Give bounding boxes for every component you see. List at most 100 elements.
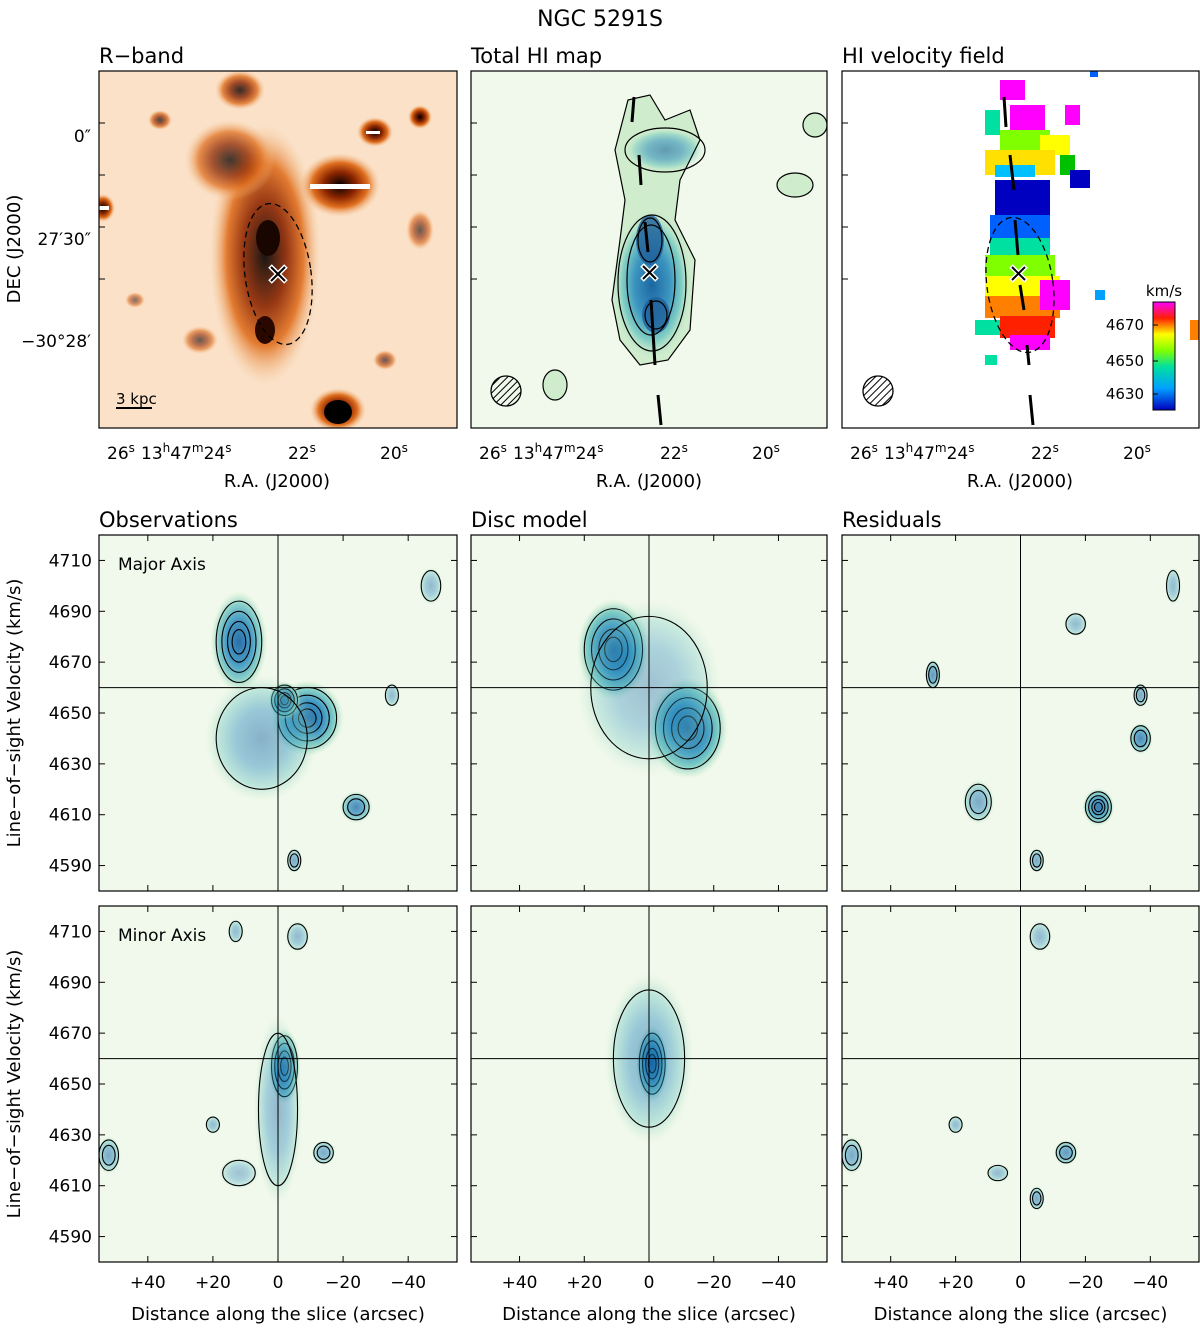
contour xyxy=(289,853,300,868)
contour xyxy=(964,783,992,821)
y-tick-label: 4590 xyxy=(49,1228,92,1248)
emission-blob xyxy=(311,1139,336,1166)
emission-blob xyxy=(1082,788,1115,827)
y-tick-label: 4690 xyxy=(49,602,92,622)
emission-blob xyxy=(947,1115,964,1135)
emission-blob xyxy=(227,918,244,945)
x-tick-label: +20 xyxy=(195,1273,231,1293)
emission-blob xyxy=(286,847,303,874)
panel-frame xyxy=(98,70,458,429)
emission-blob xyxy=(1063,611,1088,637)
contour xyxy=(1084,791,1112,823)
scale-bar-label: 3 kpc xyxy=(116,390,157,408)
contour xyxy=(313,1141,334,1164)
x-tick-label: +20 xyxy=(938,1273,974,1293)
emission-blob xyxy=(285,920,310,953)
emission-blob xyxy=(383,682,401,708)
emission-blob xyxy=(210,590,268,693)
y-tick-label: 4630 xyxy=(49,755,92,775)
colorbar-tick: 4630 xyxy=(1106,385,1144,403)
contour xyxy=(1091,798,1106,816)
y-tick-label: 4650 xyxy=(49,704,92,724)
ra-tick-label: 13h47m24s xyxy=(884,441,975,464)
y-tick-label: 4590 xyxy=(49,857,92,877)
contour xyxy=(1031,1191,1042,1206)
figure-title: NGC 5291S xyxy=(537,7,663,32)
panel-title: Observations xyxy=(99,508,238,532)
pv-diagrams: Major Axis 4590 4610 4630 4650 4670 4690 4710 Li… xyxy=(4,534,1200,1325)
ra-axis-label: R.A. (J2000) xyxy=(224,471,330,492)
ra-tick-label: 22s xyxy=(288,441,316,464)
rband-image xyxy=(99,71,457,428)
panel-title: HI velocity field xyxy=(842,44,1005,68)
emission-blob xyxy=(962,779,995,825)
x-tick-label: −20 xyxy=(696,1273,732,1293)
ra-tick-label: 22s xyxy=(660,441,688,464)
y-tick-label: 4710 xyxy=(49,922,92,942)
contour xyxy=(1065,613,1086,635)
emission-blob xyxy=(1053,1139,1079,1166)
ra-tick-label: 26s xyxy=(107,441,135,464)
ra-tick-label: 20s xyxy=(752,441,780,464)
emission-blob xyxy=(339,791,373,823)
contour xyxy=(228,920,243,943)
x-axis-label: Distance along the slice (arcsec) xyxy=(502,1304,796,1325)
slice-label: Minor Axis xyxy=(118,926,206,946)
hi-map-panel: Total HI map xyxy=(470,44,828,429)
contour xyxy=(231,629,247,655)
beam-icon xyxy=(490,375,522,407)
contour xyxy=(1093,801,1103,813)
slice-label: Major Axis xyxy=(118,555,206,575)
panel-title: Disc model xyxy=(471,508,588,532)
y-axis-label: Line−of−sight Velocity (km/s) xyxy=(4,950,25,1219)
emission-blob xyxy=(842,1136,864,1175)
contour xyxy=(1029,923,1051,950)
contour xyxy=(316,1145,331,1160)
contour xyxy=(420,570,442,602)
colorbar-tick: 4670 xyxy=(1106,316,1144,334)
x-tick-label: +20 xyxy=(566,1273,602,1293)
emission-blob xyxy=(1028,1185,1045,1212)
colorbar-unit: km/s xyxy=(1146,282,1182,300)
emission-blob xyxy=(99,1136,121,1175)
contour xyxy=(222,1159,256,1187)
slice-line xyxy=(630,96,663,426)
emission-blob xyxy=(1132,682,1149,708)
dec-tick-label: 27′30″ xyxy=(38,230,91,250)
contour xyxy=(287,849,302,872)
contour xyxy=(969,789,988,815)
top-row: R−band xyxy=(4,44,1200,492)
emission-blob xyxy=(1164,566,1182,605)
dec-tick-label: 0″ xyxy=(74,127,91,147)
panel-title: Residuals xyxy=(842,508,942,532)
contour xyxy=(987,1164,1009,1182)
panel-title: Total HI map xyxy=(470,44,602,68)
dec-axis-label: DEC (J2000) xyxy=(4,195,25,304)
y-tick-label: 4650 xyxy=(49,1075,92,1095)
contour xyxy=(221,610,257,673)
beam-icon xyxy=(862,375,894,407)
contour xyxy=(1130,725,1151,752)
contour xyxy=(99,1139,120,1172)
y-axis-label: Line−of−sight Velocity (km/s) xyxy=(4,579,25,848)
panel-title: R−band xyxy=(99,44,184,68)
pv-panel: +40 +20 0 −20 −40 Distance along the slice (a… xyxy=(841,905,1200,1325)
ra-tick-label: 26s xyxy=(850,441,878,464)
rband-panel: R−band xyxy=(98,44,458,429)
contour xyxy=(101,1144,116,1166)
contour xyxy=(342,793,370,821)
pv-panel xyxy=(841,534,1200,892)
contour xyxy=(1029,1187,1044,1210)
velocity-field-image xyxy=(842,71,1199,428)
emission-blob xyxy=(418,566,444,605)
dec-axis: 0″ 27′30″ −30°28′ DEC (J2000) xyxy=(4,127,91,352)
emission-blob xyxy=(204,1115,222,1135)
contour xyxy=(1088,795,1109,820)
x-tick-label: −40 xyxy=(761,1273,797,1293)
emission-blob xyxy=(924,658,941,691)
contour xyxy=(347,798,366,816)
y-tick-label: 4610 xyxy=(49,1177,92,1197)
contour xyxy=(1133,729,1148,748)
emission-blob xyxy=(204,674,319,803)
